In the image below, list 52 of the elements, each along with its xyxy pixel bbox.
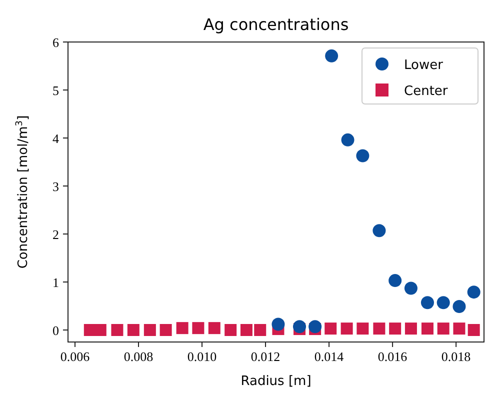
point	[373, 322, 386, 335]
y-tick-label: 3	[52, 179, 59, 194]
x-tick-label: 0.012	[250, 349, 280, 364]
point	[372, 224, 386, 238]
point	[437, 322, 450, 335]
point	[176, 322, 188, 334]
point	[356, 149, 370, 162]
x-tick-label: 0.018	[441, 349, 471, 364]
x-tick-label: 0.010	[187, 349, 217, 364]
point	[272, 318, 285, 331]
point	[421, 322, 434, 335]
point	[308, 320, 322, 334]
point	[240, 324, 252, 336]
legend-label: Center	[404, 84, 448, 99]
point	[389, 322, 402, 335]
point	[356, 322, 369, 335]
point	[324, 322, 337, 335]
point	[404, 282, 418, 295]
y-tick-label: 6	[52, 35, 60, 50]
point	[94, 324, 106, 336]
point	[340, 322, 353, 335]
point	[467, 286, 480, 299]
point	[436, 296, 450, 310]
point	[111, 324, 124, 336]
y-tick-label: 0	[52, 323, 59, 338]
x-tick-label: 0.006	[60, 349, 90, 364]
point	[388, 274, 402, 288]
point	[404, 322, 417, 335]
y-tick-label: 1	[52, 275, 59, 290]
point	[127, 324, 140, 336]
point	[452, 300, 466, 313]
y-tick-label: 4	[52, 131, 60, 146]
x-tick-label: 0.008	[124, 349, 154, 364]
point	[160, 324, 172, 336]
point	[293, 320, 306, 334]
y-tick-label: 2	[52, 227, 59, 242]
point	[468, 324, 480, 336]
x-tick-label: 0.016	[378, 349, 408, 364]
point	[254, 324, 266, 336]
point	[192, 322, 204, 334]
point	[224, 324, 237, 336]
point	[420, 296, 434, 310]
point	[208, 322, 220, 334]
y-tick-label: 5	[52, 83, 59, 98]
x-axis-title: Radius [m]	[240, 374, 312, 389]
point	[341, 133, 354, 146]
legend-label: Lower	[404, 58, 444, 73]
point	[453, 322, 466, 335]
point	[144, 324, 156, 336]
x-tick-label: 0.014	[314, 349, 344, 364]
chart-title: Ag concentrations	[203, 15, 349, 34]
point	[325, 49, 338, 62]
